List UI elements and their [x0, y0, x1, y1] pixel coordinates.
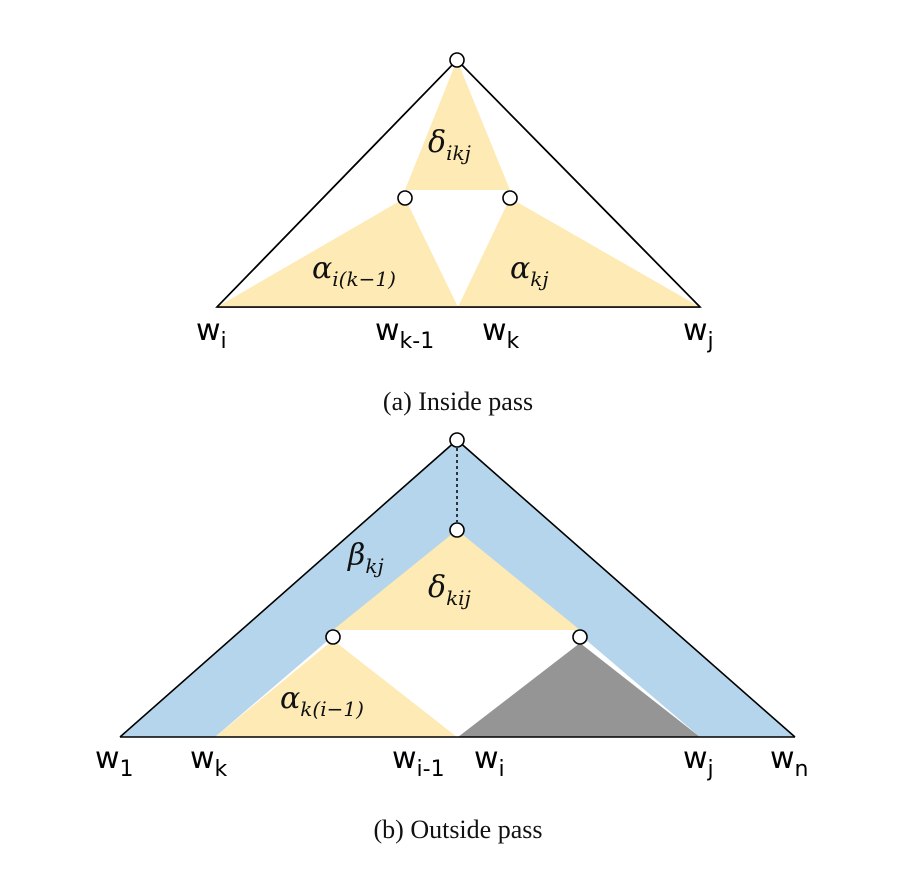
outside-gray-triangle [458, 643, 700, 737]
inside-alpha-right-triangle [458, 198, 700, 307]
inside-alpha-left-triangle [217, 198, 458, 307]
inside-word-wi: wi [196, 313, 227, 354]
outside-word-wj: wj [683, 741, 714, 782]
outside-left-node [325, 629, 341, 645]
outside-word-wi-1: wi-1 [392, 741, 445, 782]
inside-word-wj: wj [683, 313, 714, 354]
outside-word-wn: wn [770, 741, 809, 782]
inside-delta-label: δikj [428, 125, 471, 165]
outside-mid-node [449, 522, 465, 538]
outside-caption: (b) Outside pass [374, 815, 543, 844]
outside-word-w1: w1 [95, 741, 134, 782]
outside-word-wk: wk [190, 741, 228, 782]
outside-right-node [572, 629, 588, 645]
inside-left-node [397, 190, 413, 206]
inside-alpha-left-label: αi(k−1) [312, 251, 396, 291]
inside-word-wk-1: wk-1 [375, 313, 434, 354]
outside-alpha-label: αk(i−1) [280, 681, 364, 721]
outside-pass-panel: βkj δkij αk(i−1) w1 wk wi-1 wi wj wn (b)… [95, 432, 809, 844]
inside-word-wk: wk [482, 313, 520, 354]
inside-right-node [502, 190, 518, 206]
outside-word-wi: wi [474, 741, 505, 782]
inside-alpha-right-label: αkj [510, 251, 549, 291]
outside-beta-label: βkj [347, 538, 384, 578]
outside-delta-label: δkij [428, 570, 471, 610]
inside-pass-panel: δikj αi(k−1) αkj wi wk-1 wk wj (a) Insid… [196, 52, 714, 416]
inside-root-node [449, 52, 465, 68]
outside-alpha-triangle [215, 640, 457, 737]
outside-root-node [449, 432, 465, 448]
inside-delta-triangle [405, 60, 510, 190]
inside-caption: (a) Inside pass [383, 387, 533, 416]
outside-delta-triangle [333, 530, 580, 630]
